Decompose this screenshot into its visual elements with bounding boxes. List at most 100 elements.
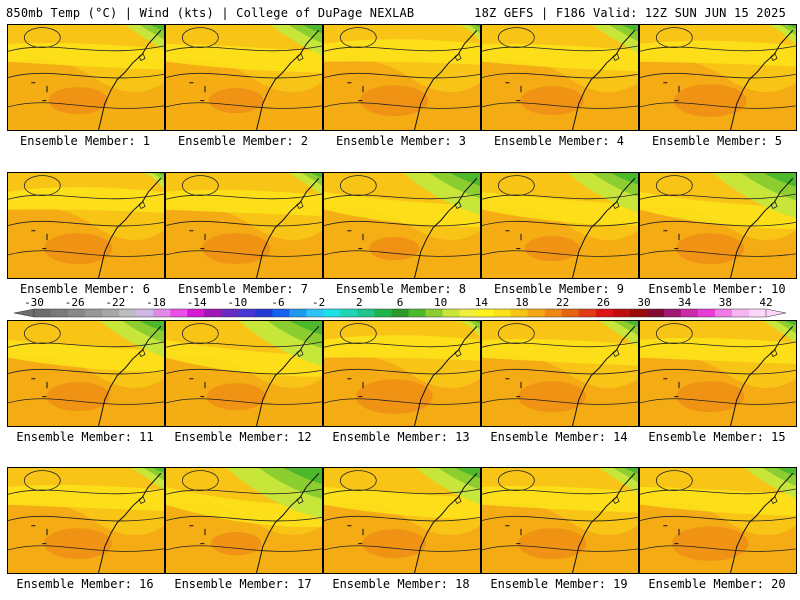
ensemble-member-label: Ensemble Member: 19 — [490, 577, 628, 591]
colorbar-tick-label: 30 — [637, 296, 650, 309]
ensemble-member-map — [639, 467, 797, 574]
ensemble-member-map — [481, 172, 639, 279]
colorbar-swatch — [34, 309, 52, 317]
ensemble-member-map — [639, 24, 797, 131]
ensemble-member-label: Ensemble Member: 3 — [335, 134, 467, 148]
colorbar-tick-label: -10 — [227, 296, 247, 309]
ensemble-member-label: Ensemble Member: 17 — [174, 577, 312, 591]
colorbar-tick-label: -22 — [105, 296, 125, 309]
ensemble-member-map — [7, 172, 165, 279]
colorbar-tick-label: 22 — [556, 296, 569, 309]
colorbar-tick-label: 42 — [759, 296, 772, 309]
ensemble-member-label: Ensemble Member: 13 — [332, 430, 470, 444]
ensemble-member-map — [323, 24, 481, 131]
colorbar-swatch — [85, 309, 103, 317]
ensemble-member-label: Ensemble Member: 7 — [177, 282, 309, 296]
colorbar-swatch — [442, 309, 461, 317]
colorbar-tick-label: 14 — [475, 296, 489, 309]
colorbar-swatch — [476, 309, 495, 317]
colorbar-tick-label: 10 — [434, 296, 447, 309]
ensemble-member-label: Ensemble Member: 1 — [19, 134, 151, 148]
ensemble-member-map — [481, 24, 639, 131]
colorbar-swatch — [238, 309, 256, 317]
colorbar-swatch — [459, 309, 478, 317]
ensemble-member-label: Ensemble Member: 16 — [16, 577, 154, 591]
colorbar-swatch — [731, 309, 750, 317]
ensemble-member-label: Ensemble Member: 11 — [16, 430, 154, 444]
ensemble-member-label: Ensemble Member: 10 — [648, 282, 786, 296]
colorbar-swatch — [714, 309, 733, 317]
colorbar-swatch — [340, 309, 358, 317]
colorbar-swatch — [170, 309, 188, 317]
colorbar-max-arrow — [765, 308, 787, 318]
colorbar-swatch — [323, 309, 341, 317]
ensemble-member-map — [323, 320, 481, 427]
model-run-valid-time: 18Z GEFS | F186 Valid: 12Z SUN JUN 15 20… — [474, 6, 786, 20]
colorbar-tick-label: 2 — [356, 296, 363, 309]
ensemble-member-label: Ensemble Member: 12 — [174, 430, 312, 444]
colorbar-swatch — [272, 309, 290, 317]
colorbar-swatch — [136, 309, 154, 317]
temperature-colorbar: -30 -26 -22 -18 -14 -10 -6 -2 2 6 10 14 18 22 26 30 34 38… — [13, 296, 787, 318]
ensemble-member-map — [7, 320, 165, 427]
colorbar-tick-label: -26 — [65, 296, 85, 309]
colorbar-swatch — [680, 309, 699, 317]
colorbar-swatch — [629, 309, 648, 317]
ensemble-member-map — [323, 172, 481, 279]
colorbar-swatch — [595, 309, 614, 317]
colorbar-swatch — [391, 309, 410, 317]
colorbar-min-arrow — [13, 308, 35, 318]
colorbar-tick-label: 6 — [397, 296, 404, 309]
ensemble-member-label: Ensemble Member: 15 — [648, 430, 786, 444]
ensemble-member-map — [7, 24, 165, 131]
colorbar-border — [33, 308, 767, 318]
colorbar-swatch — [187, 309, 205, 317]
ensemble-member-label: Ensemble Member: 6 — [19, 282, 151, 296]
ensemble-member-map — [165, 172, 323, 279]
colorbar-swatch — [51, 309, 69, 317]
colorbar-tick-label: 26 — [597, 296, 610, 309]
colorbar-swatch — [561, 309, 580, 317]
colorbar-swatch — [289, 309, 307, 317]
colorbar-swatch — [697, 309, 716, 317]
ensemble-member-label: Ensemble Member: 14 — [490, 430, 628, 444]
colorbar-swatch — [612, 309, 631, 317]
ensemble-member-label: Ensemble Member: 2 — [177, 134, 309, 148]
colorbar-swatch — [578, 309, 597, 317]
ensemble-member-label: Ensemble Member: 5 — [651, 134, 783, 148]
colorbar-swatch — [663, 309, 682, 317]
ensemble-member-map — [639, 320, 797, 427]
colorbar-swatch — [527, 309, 546, 317]
ensemble-member-map — [165, 467, 323, 574]
ensemble-member-map — [165, 24, 323, 131]
colorbar-tick-label: 18 — [515, 296, 528, 309]
ensemble-member-map — [165, 320, 323, 427]
ensemble-member-map — [481, 467, 639, 574]
colorbar-swatch — [221, 309, 239, 317]
colorbar-tick-label: 34 — [678, 296, 692, 309]
ensemble-member-map — [323, 467, 481, 574]
ensemble-member-label: Ensemble Member: 9 — [493, 282, 625, 296]
colorbar-swatch — [306, 309, 324, 317]
colorbar-tick-label: -6 — [271, 296, 284, 309]
colorbar-swatch — [748, 309, 767, 317]
colorbar-tick-label: -2 — [312, 296, 325, 309]
colorbar-tick-label: -14 — [187, 296, 207, 309]
ensemble-member-label: Ensemble Member: 20 — [648, 577, 786, 591]
ensemble-member-label: Ensemble Member: 8 — [335, 282, 467, 296]
ensemble-member-map — [639, 172, 797, 279]
ensemble-member-label: Ensemble Member: 4 — [493, 134, 625, 148]
ensemble-member-label: Ensemble Member: 18 — [332, 577, 470, 591]
colorbar-swatch — [255, 309, 273, 317]
colorbar-tick-label: -30 — [24, 296, 44, 309]
colorbar-swatch — [408, 309, 427, 317]
colorbar-swatch — [68, 309, 86, 317]
colorbar-swatch — [204, 309, 222, 317]
colorbar-swatch — [153, 309, 171, 317]
map-title: 850mb Temp (°C) | Wind (kts) | College o… — [6, 6, 415, 20]
colorbar-tick-label: -18 — [146, 296, 166, 309]
ensemble-member-map — [481, 320, 639, 427]
colorbar-swatch — [493, 309, 512, 317]
colorbar-swatch — [102, 309, 120, 317]
colorbar-swatch — [374, 309, 392, 317]
